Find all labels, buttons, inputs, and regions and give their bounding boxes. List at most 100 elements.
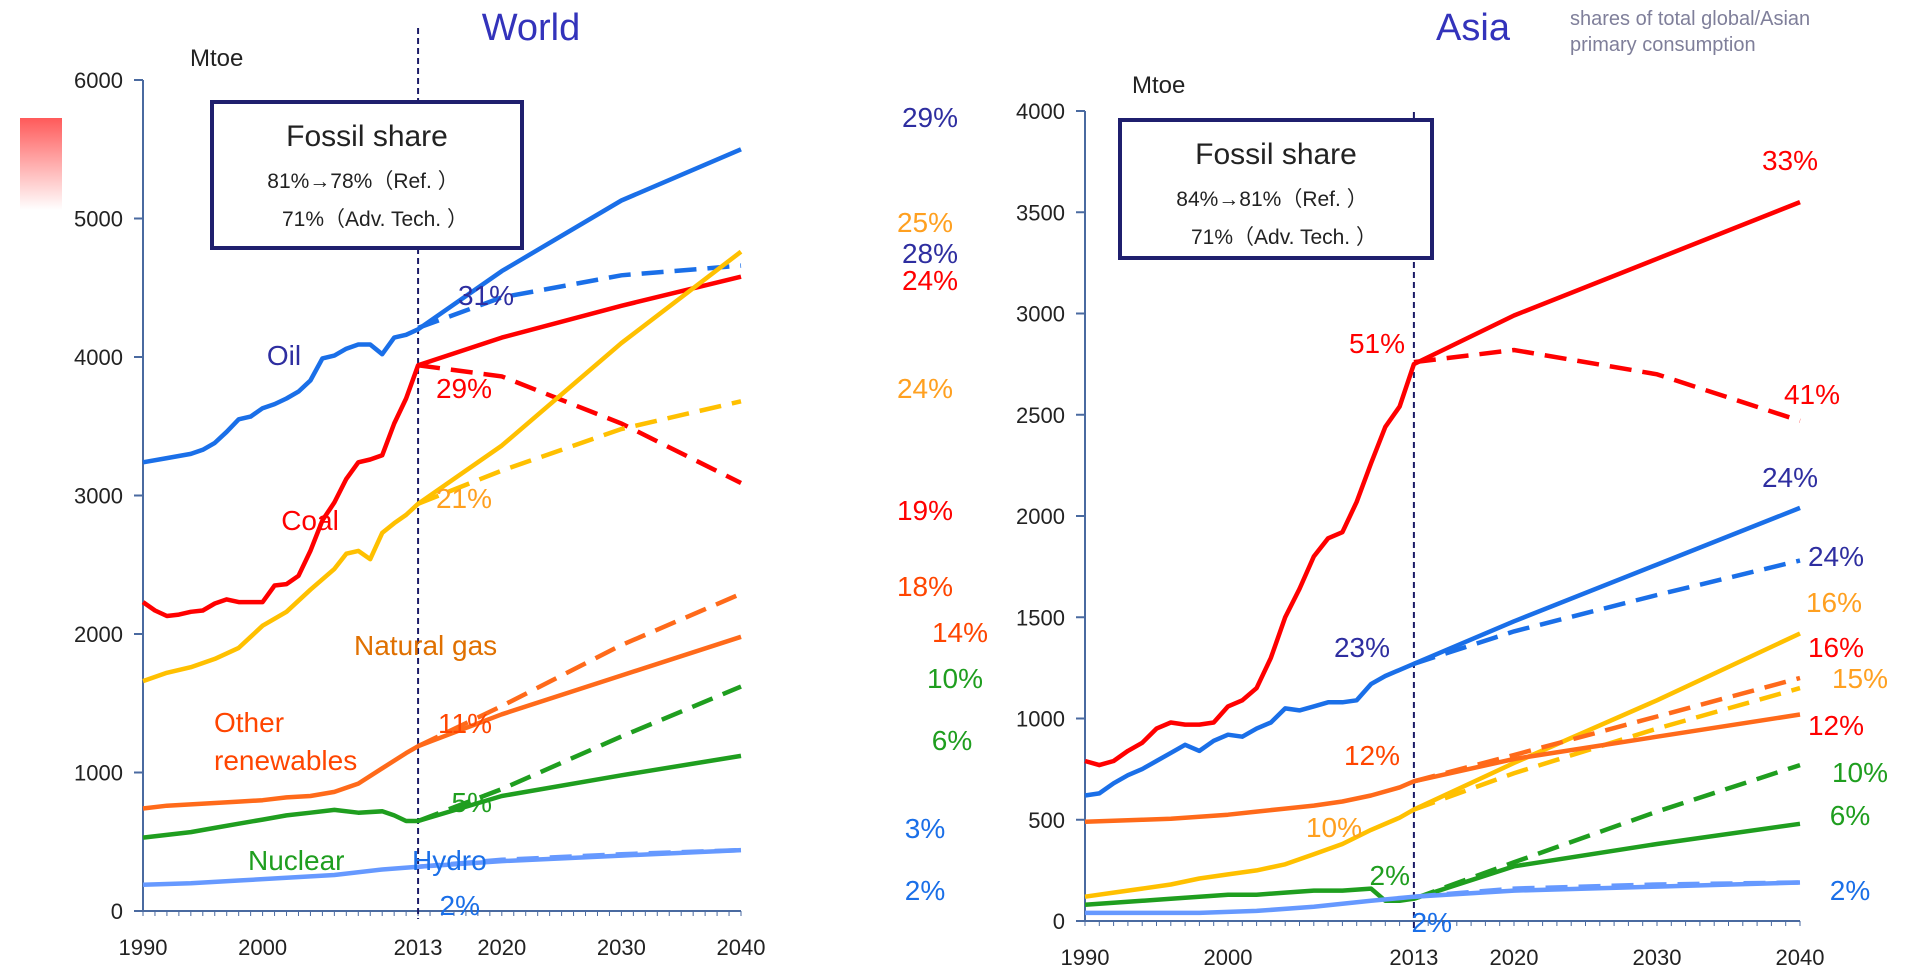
line-oil-adv-tech	[142, 147, 742, 465]
y-tick-label: 3000	[1016, 302, 1065, 327]
share-label-2013: 2%	[1412, 907, 1452, 938]
chart-title: Asia	[1436, 7, 1511, 49]
y-tick-label: 3000	[74, 484, 123, 509]
line-coal-adv-tech	[141, 274, 742, 619]
series-label: Coal	[281, 505, 339, 536]
line-other-renewables-adv-tech	[1084, 712, 1801, 825]
fossil-share-box: Fossil share 81%→78%（Ref. ） 71%（Adv. Tech.…	[210, 100, 524, 250]
line-natural-gas-reference	[1413, 685, 1801, 812]
x-tick-label: 2000	[1204, 945, 1253, 966]
y-tick-label: 4000	[1016, 99, 1065, 124]
x-tick-label: 2020	[1490, 945, 1539, 966]
series-hydro: 2% 3% 2% Hydro	[142, 813, 945, 921]
line-nuclear-adv-tech	[142, 753, 742, 840]
series-other-renewables: 11% 18% 14% Other renewables	[142, 571, 988, 811]
line-oil-reference	[417, 263, 742, 331]
share-label-2013: 10%	[1306, 812, 1362, 843]
y-tick-label: 1500	[1016, 605, 1065, 630]
share-label-2013: 29%	[436, 373, 492, 404]
x-tick-label: 2013	[1389, 945, 1438, 966]
x-tick-label: 2020	[477, 935, 526, 960]
share-label-adv-tech: 29%	[902, 102, 958, 133]
share-label-adv-tech: 24%	[1762, 462, 1818, 493]
chart-asia: Asia Mtoe 0 500 1000 1500 2000 2500 3000 3500 4000…	[1016, 7, 1888, 966]
share-label-2013: 51%	[1349, 328, 1405, 359]
series-label: Hydro	[412, 845, 487, 876]
series-label: Oil	[267, 340, 301, 371]
y-tick-label: 500	[1028, 808, 1065, 833]
chart-world: World Mtoe 0 1000 2000 3000 4000 5000 6000 1990 20…	[74, 7, 988, 960]
y-tick-label: 0	[111, 899, 123, 924]
share-note: shares of total global/Asian primary con…	[1570, 8, 1811, 56]
decorative-bar	[20, 118, 62, 210]
line-nuclear-adv-tech	[1084, 821, 1801, 908]
y-tick-label: 1000	[1016, 707, 1065, 732]
x-tick-label: 2013	[394, 935, 443, 960]
line-other-renewables-reference	[1413, 675, 1801, 784]
line-nuclear-reference	[417, 684, 742, 824]
line-other-renewables-adv-tech	[142, 634, 742, 811]
share-label-ref: 3%	[905, 813, 945, 844]
fossil-share-ref: 81%→78%（Ref. ）	[267, 170, 458, 193]
share-label-adv-tech: 6%	[932, 725, 972, 756]
series-label: Natural gas	[354, 630, 497, 661]
share-label-ref: 28%	[902, 238, 958, 269]
series-oil: 23% 24% 24%	[1084, 462, 1864, 798]
fossil-share-ref: 84%→81%（Ref. ）	[1176, 188, 1367, 211]
y-tick-label: 2500	[1016, 403, 1065, 428]
share-label-ref: 10%	[927, 663, 983, 694]
y-tick-label: 5000	[74, 207, 123, 232]
line-hydro-reference	[417, 847, 742, 869]
share-label-ref: 41%	[1784, 379, 1840, 410]
line-natural-gas-adv-tech	[1084, 631, 1801, 899]
y-tick-label: 6000	[74, 68, 123, 93]
fossil-share-title: Fossil share	[1195, 138, 1357, 171]
share-label-ref: 16%	[1808, 632, 1864, 663]
share-label-adv-tech: 12%	[1808, 710, 1864, 741]
series-coal: 29% 24% 19% Coal	[141, 265, 958, 619]
share-label-adv-tech: 33%	[1762, 145, 1818, 176]
x-tick-label: 2040	[1776, 945, 1825, 966]
line-oil-adv-tech	[1084, 505, 1801, 798]
share-label-adv-tech: 16%	[1806, 587, 1862, 618]
x-tick-label: 1990	[1061, 945, 1110, 966]
fossil-share-box: Fossil share 84%→81%（Ref. ） 71%（Adv. Tech.…	[1118, 118, 1434, 260]
share-label-ref: 24%	[902, 265, 958, 296]
share-label-2013: 2%	[1370, 860, 1410, 891]
share-label-ref: 18%	[897, 571, 953, 602]
share-label-2013: 2%	[440, 890, 480, 921]
fossil-share-box-frame	[210, 100, 524, 250]
y-tick-label: 2000	[74, 622, 123, 647]
share-label-ref: 10%	[1832, 757, 1888, 788]
line-hydro-reference	[1413, 880, 1801, 899]
y-axis-label: Mtoe	[1132, 72, 1185, 99]
y-tick-label: 4000	[74, 345, 123, 370]
line-natural-gas-adv-tech	[142, 249, 743, 684]
x-tick-label: 2000	[238, 935, 287, 960]
share-label-2013: 21%	[436, 483, 492, 514]
share-label-2013: 23%	[1334, 632, 1390, 663]
line-other-renewables-reference	[417, 591, 742, 749]
fossil-share-adv-tech: 71%（Adv. Tech. ）	[1191, 226, 1377, 249]
series-label: Other renewables	[214, 707, 357, 776]
y-axis-label: Mtoe	[190, 45, 243, 72]
share-label-2013: 12%	[1344, 740, 1400, 771]
fossil-share-adv-tech: 71%（Adv. Tech. ）	[282, 208, 468, 231]
share-label-ref: 15%	[1832, 663, 1888, 694]
share-label-2013: 11%	[438, 708, 492, 739]
series-coal: 51% 41% 33%	[1084, 145, 1840, 768]
share-label-adv-tech: 19%	[897, 495, 953, 526]
series-nuclear: 2% 10% 6%	[1084, 757, 1888, 908]
line-oil-reference	[1413, 558, 1801, 666]
line-natural-gas-reference	[417, 399, 742, 506]
series-label: Nuclear	[248, 845, 344, 876]
chart-title: World	[482, 7, 581, 49]
x-tick-label: 2040	[717, 935, 766, 960]
fossil-share-title: Fossil share	[286, 120, 448, 153]
series-oil: 31% 28% 29% Oil	[142, 102, 958, 465]
line-coal-reference	[1413, 347, 1801, 423]
fossil-share-box-frame	[1118, 118, 1434, 260]
series-other-renewables: 12% 16% 12%	[1084, 632, 1864, 825]
